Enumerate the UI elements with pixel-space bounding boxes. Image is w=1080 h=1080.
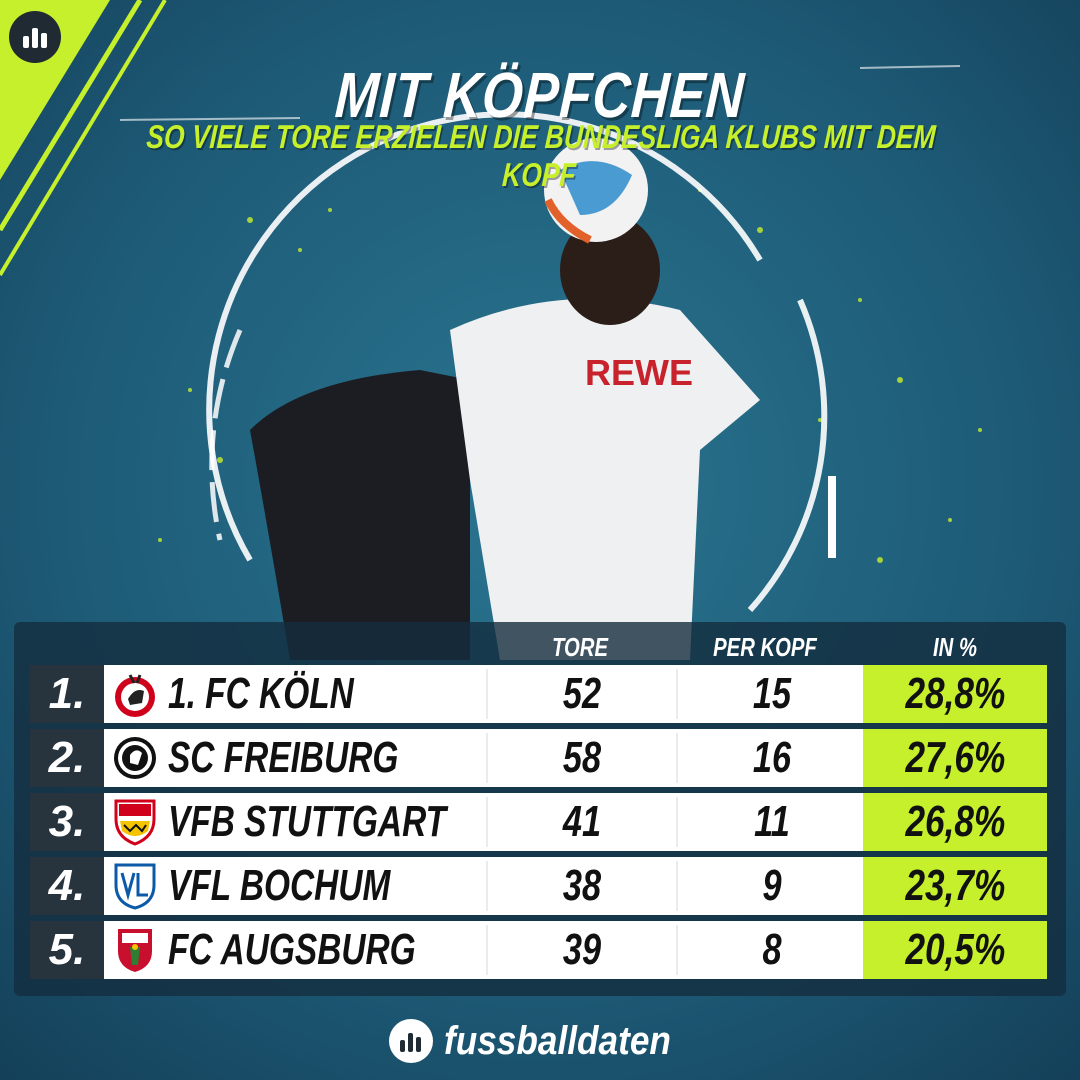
header-goals: 11 [754,797,790,846]
table-row: 3. VFB STUTTGART 41 11 26,8% [30,793,1047,851]
club-name: VFB STUTTGART [168,797,447,846]
header-percent: 27,6% [863,729,1047,787]
rank: 2. [30,729,104,787]
header-goals: 9 [762,861,782,910]
column-header-headers: PER KOPF [713,632,817,662]
table-row: 5. FC AUGSBURG 39 8 20,5% [30,921,1047,979]
header-goals: 8 [762,925,782,974]
club-name: SC FREIBURG [168,733,399,782]
rank: 5. [30,921,104,979]
vfb-stuttgart-logo [114,799,156,846]
header-percent: 23,7% [863,857,1047,915]
svg-text:REWE: REWE [585,352,693,393]
page-subtitle: SO VIELE TORE ERZIELEN DIE BUNDESLIGA KL… [145,118,937,193]
club-name: VFL BOCHUM [168,861,391,910]
column-header-percent: IN % [933,632,977,662]
header-percent: 20,5% [863,921,1047,979]
total-goals: 58 [562,733,602,782]
club-name: FC AUGSBURG [168,925,416,974]
table-row: 2. SC FREIBURG 58 16 27,6% [30,729,1047,787]
fc-koeln-logo [115,674,155,717]
table-row: 1. 1. FC KÖLN 52 15 28,8% [30,665,1047,723]
total-goals: 39 [562,925,602,974]
bar-chart-icon [9,11,61,63]
table-row: 4. VFL BOCHUM 38 9 23,7% [30,857,1047,915]
fc-augsburg-logo [118,929,152,972]
rank: 3. [30,793,104,851]
club-name: 1. FC KÖLN [168,669,354,718]
header-percent: 26,8% [863,793,1047,851]
sc-freiburg-logo [114,737,156,779]
header-percent: 28,8% [863,665,1047,723]
header-goals: 15 [752,669,792,718]
total-goals: 41 [562,797,602,846]
brand-name: fussballdaten [444,1019,671,1063]
rank: 1. [30,665,104,723]
header-goals: 16 [752,733,792,782]
rank: 4. [30,857,104,915]
total-goals: 38 [562,861,602,910]
total-goals: 52 [562,669,602,718]
vfl-bochum-logo [114,863,156,910]
bar-chart-icon [389,1019,433,1063]
